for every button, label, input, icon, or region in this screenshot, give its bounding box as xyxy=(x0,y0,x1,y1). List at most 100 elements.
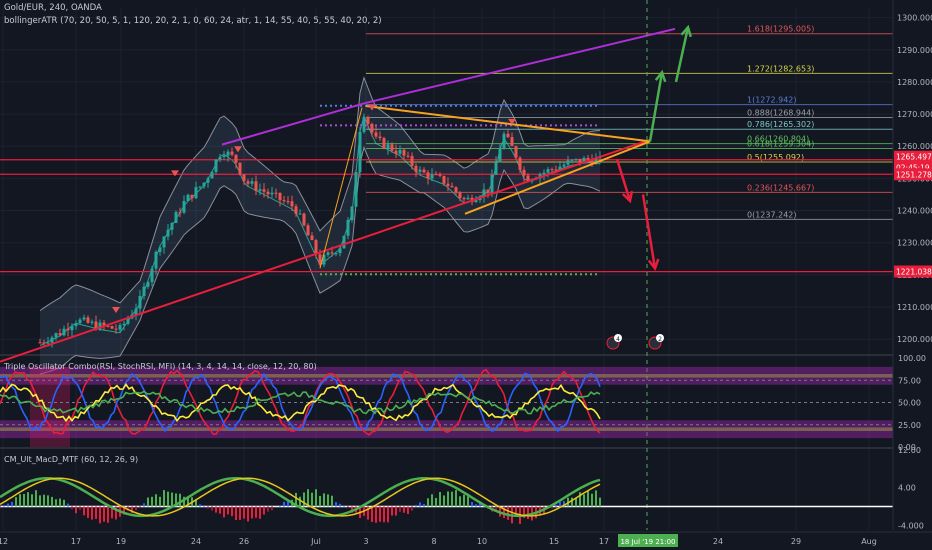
macd-histogram-bar xyxy=(563,501,565,507)
macd-histogram-bar xyxy=(131,506,133,513)
candle-body xyxy=(546,169,550,173)
macd-histogram-bar xyxy=(47,495,49,507)
time-tick-label: Aug xyxy=(861,537,877,546)
macd-histogram-bar xyxy=(83,506,85,516)
macd-histogram-bar xyxy=(75,506,77,514)
fib-label: 0.236(1245.667) xyxy=(747,183,814,192)
candle-body xyxy=(262,189,266,192)
fib-label: 0.5(1255.092) xyxy=(747,153,804,162)
candle-body xyxy=(210,171,214,179)
candle-body xyxy=(226,151,230,156)
candle-body xyxy=(386,144,390,149)
candle-body xyxy=(42,342,46,344)
macd-histogram-bar xyxy=(391,506,393,516)
candle-body xyxy=(490,174,494,193)
candle-body xyxy=(422,169,426,173)
candle-body xyxy=(318,254,322,265)
fib-label: 1(1272.942) xyxy=(747,96,797,105)
candle-body xyxy=(594,158,598,165)
macd-histogram-bar xyxy=(255,506,257,518)
osc-tick-label: 25.00 xyxy=(898,421,921,430)
candle-body xyxy=(518,157,522,170)
macd-histogram-bar xyxy=(383,506,385,523)
macd-histogram-bar xyxy=(175,493,177,507)
fib-label: 1.272(1282.653) xyxy=(747,64,814,73)
candle-body xyxy=(190,194,194,199)
candle-body xyxy=(578,158,582,163)
candle-body xyxy=(302,213,306,226)
fib-label: 0(1237.242) xyxy=(747,210,797,219)
bull-arrow-2 xyxy=(674,27,690,83)
bear-arrow-2 xyxy=(641,194,657,269)
candle-body xyxy=(138,296,142,309)
signal-marker xyxy=(112,306,120,313)
candle-body xyxy=(298,213,302,215)
triple-oscillator-pane: Triple Oscillator Combo(RSI, StochRSI, M… xyxy=(0,362,893,447)
bull-arrow-2-head xyxy=(680,24,693,38)
macd-histogram-bar xyxy=(183,496,185,507)
candle-body xyxy=(354,172,358,207)
fib-label: 0.618(1259.304) xyxy=(747,139,814,148)
candle-body xyxy=(466,197,470,200)
candle-body xyxy=(150,268,154,283)
candle-body xyxy=(118,325,122,330)
macd-histogram-bar xyxy=(463,494,465,507)
candle-body xyxy=(446,183,450,186)
purple-trendline xyxy=(221,101,367,146)
macd-histogram-bar xyxy=(439,492,441,507)
candle-body xyxy=(66,328,70,331)
candle-body xyxy=(566,160,570,165)
candle-body xyxy=(222,155,226,158)
price-tick-label: 1240.000 xyxy=(897,207,932,216)
candle-body xyxy=(166,229,170,237)
macd-histogram-bar xyxy=(319,495,321,507)
macd-histogram-bar xyxy=(111,506,113,519)
macd-histogram-bar xyxy=(23,493,25,507)
macd-histogram-bar xyxy=(167,491,169,507)
macd-histogram-bar xyxy=(203,505,205,507)
macd-histogram-bar xyxy=(159,496,161,507)
oscillator-line xyxy=(0,382,601,423)
macd-histogram-bar xyxy=(95,506,97,519)
candle-body xyxy=(494,162,498,175)
macd-histogram-bar xyxy=(35,490,37,507)
macd-histogram-bar xyxy=(51,496,53,507)
macd-histogram-bar xyxy=(411,506,413,511)
candle-body xyxy=(238,162,242,175)
oscillator-line xyxy=(0,368,601,436)
candle-body xyxy=(438,174,442,176)
event-badge-count: 2 xyxy=(658,336,662,343)
fibonacci-levels: 1.618(1295.005) 1.272(1282.653) 1(1272.942… xyxy=(0,25,893,276)
candle-body xyxy=(506,133,510,138)
macd-histogram-bar xyxy=(207,506,209,509)
candle-body xyxy=(394,150,398,154)
oscillator-line xyxy=(0,390,601,415)
candle-body xyxy=(458,192,462,198)
macd-histogram-bar xyxy=(475,504,477,507)
candle-body xyxy=(310,235,314,241)
indicator-title: bollingerATR (70, 20, 50, 5, 1, 120, 20,… xyxy=(4,16,382,26)
time-tick-label: 15 xyxy=(549,537,559,546)
candle-body xyxy=(122,323,126,326)
macd-histogram-bar xyxy=(235,506,237,520)
price-tick-label: 1270.000 xyxy=(897,110,932,119)
macd-histogram-bar xyxy=(551,506,553,509)
candle-body xyxy=(454,187,458,193)
time-tick-label: 17 xyxy=(71,537,81,546)
macd-histogram-bar xyxy=(503,506,505,519)
macd-histogram-bar xyxy=(127,506,129,511)
macd-histogram-bar xyxy=(415,504,417,507)
price-tick-label: 1230.000 xyxy=(897,239,932,248)
macd-histogram-bar xyxy=(467,496,469,507)
macd-histogram-bar xyxy=(171,492,173,507)
macd-histogram-bar xyxy=(335,502,337,507)
macd-line xyxy=(0,476,601,518)
candle-body xyxy=(254,181,258,191)
macd-histogram-bar xyxy=(443,495,445,507)
macd-histogram-bar xyxy=(251,506,253,519)
time-tick-label: 26 xyxy=(239,537,249,546)
price-tag-label: 1265.497 xyxy=(896,153,932,162)
